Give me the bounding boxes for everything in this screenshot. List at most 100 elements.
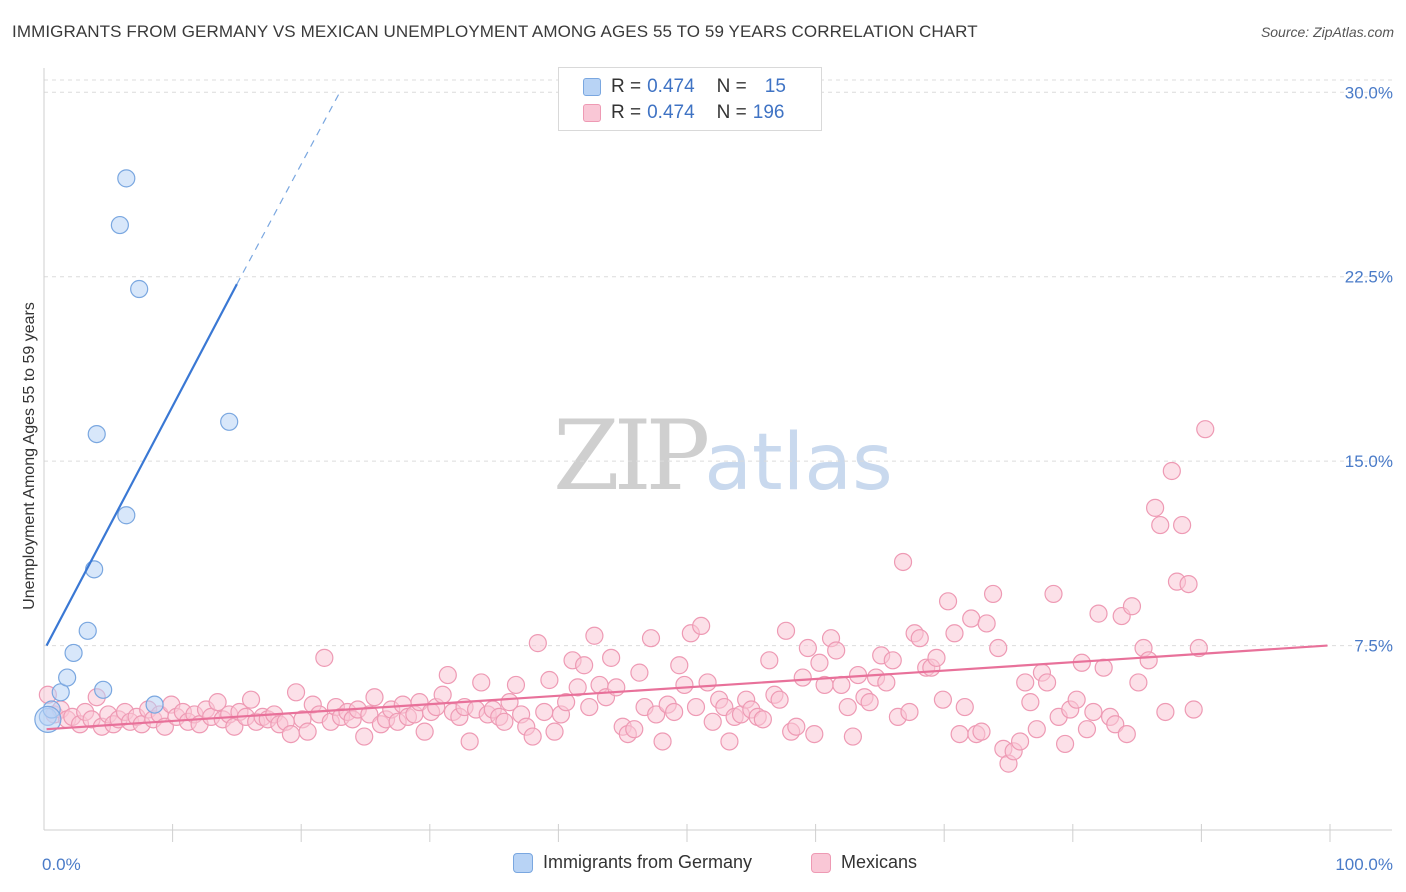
mexicans-point <box>703 712 722 731</box>
mexicans-point <box>460 732 479 751</box>
germany-point <box>58 668 77 687</box>
mexicans-point <box>208 693 227 712</box>
mexicans-point <box>686 697 706 717</box>
mexicans-point <box>1044 584 1063 604</box>
mexicans-point <box>665 702 684 722</box>
mexicans-point <box>877 673 896 692</box>
mexicans-point <box>315 648 334 667</box>
mexicans-point <box>698 673 717 692</box>
mexicans-point <box>1189 638 1208 658</box>
legend-row-germany: R = 0.474 N = 15 <box>583 75 786 99</box>
mexicans-point <box>355 727 374 746</box>
germany-swatch-icon <box>513 852 533 873</box>
trend-lines <box>45 92 1328 731</box>
mexicans-point <box>535 702 554 722</box>
mexicans-point <box>962 609 981 628</box>
mexicans-point <box>933 690 953 709</box>
mexicans-point <box>955 697 974 717</box>
bottom-legend-mexicans: Mexicans <box>811 852 917 873</box>
mexicans-point <box>585 626 604 645</box>
mexicans-point <box>1016 673 1035 692</box>
mexicans-point <box>641 629 661 648</box>
mexicans-point <box>832 675 851 695</box>
legend-r-label: R = <box>611 76 642 97</box>
germany-trend-line <box>45 283 238 647</box>
mexicans-point <box>810 653 829 672</box>
y-tick-label: 22.5% <box>1345 268 1393 287</box>
mexicans-point <box>1077 720 1097 739</box>
mexicans-point <box>1179 574 1198 594</box>
mexicans-point <box>776 621 796 640</box>
mexicans-point <box>1151 515 1170 535</box>
data-points <box>34 169 1215 773</box>
germany-point <box>117 506 136 525</box>
germany-point <box>110 215 129 235</box>
mexicans-point <box>415 722 434 741</box>
mexicans-point <box>770 690 789 709</box>
mexicans-point <box>1084 702 1103 722</box>
mexicans-point <box>983 584 1003 604</box>
mexicans-point <box>506 675 526 695</box>
mexicans-point <box>900 702 919 722</box>
mexicans-point <box>1027 720 1046 739</box>
germany-point <box>117 169 136 188</box>
germany-point <box>87 424 106 444</box>
x-tick-label: 0.0% <box>42 855 81 874</box>
mexicans-point <box>787 717 806 736</box>
mexicans-point <box>692 616 711 636</box>
mexicans-point <box>910 629 929 648</box>
mexicans-point <box>286 683 306 702</box>
germany-point <box>64 643 83 663</box>
mexicans-point <box>545 722 564 741</box>
mexicans-point <box>1196 420 1215 439</box>
mexicans-point <box>523 727 542 746</box>
mexicans-point <box>1010 732 1030 751</box>
mexicans-point <box>1089 604 1108 623</box>
mexicans-point <box>1021 693 1040 712</box>
mexicans-point <box>241 690 261 709</box>
y-tick-label: 30.0% <box>1345 83 1393 102</box>
mexicans-point <box>360 705 379 724</box>
watermark-atlas: atlas <box>704 418 893 508</box>
legend-n-value: 196 <box>752 102 785 123</box>
legend-n-value: 15 <box>764 76 786 97</box>
mexicans-point <box>977 614 996 633</box>
mexicans-point <box>1139 651 1158 670</box>
mexicans-trend-line <box>46 644 1328 731</box>
germany-point <box>220 412 239 431</box>
mexicans-point <box>927 648 946 667</box>
mexicans-point <box>843 727 862 746</box>
mexicans-point <box>945 624 964 643</box>
bottom-legend-germany: Immigrants from Germany <box>513 852 752 873</box>
mexicans-point <box>798 638 817 658</box>
legend-r-value: 0.474 <box>647 76 695 97</box>
axes <box>43 68 1392 842</box>
mexicans-point <box>630 663 649 682</box>
mexicans-point <box>410 693 429 712</box>
mexicans-point <box>438 665 457 685</box>
germany-trend-extension <box>236 92 341 285</box>
mexicans-point <box>805 724 824 744</box>
y-axis-title: Unemployment Among Ages 55 to 59 years <box>21 302 38 610</box>
mexicans-point <box>1184 700 1203 719</box>
germany-point-large <box>34 705 62 733</box>
mexicans-point <box>1067 690 1086 709</box>
mexicans-point <box>281 724 301 744</box>
mexicans-point <box>602 648 621 667</box>
legend-r-label: R = <box>611 102 642 123</box>
mexicans-point <box>433 685 452 704</box>
bottom-legend-mexicans-label: Mexicans <box>841 852 918 872</box>
y-tick-label: 7.5% <box>1354 637 1393 656</box>
mexicans-point <box>720 732 739 751</box>
mexicans-swatch-icon <box>811 852 831 873</box>
legend-swatch-germany-icon <box>583 78 601 96</box>
mexicans-point <box>893 552 913 572</box>
watermark-zip: ZIP <box>553 400 710 512</box>
mexicans-point <box>647 705 666 724</box>
germany-point <box>94 680 113 699</box>
mexicans-point <box>989 638 1008 658</box>
mexicans-point <box>883 651 902 670</box>
mexicans-point <box>675 675 694 695</box>
tick-labels: 7.5% 15.0% 22.5% 30.0% 0.0% 100.0% <box>42 83 1393 874</box>
